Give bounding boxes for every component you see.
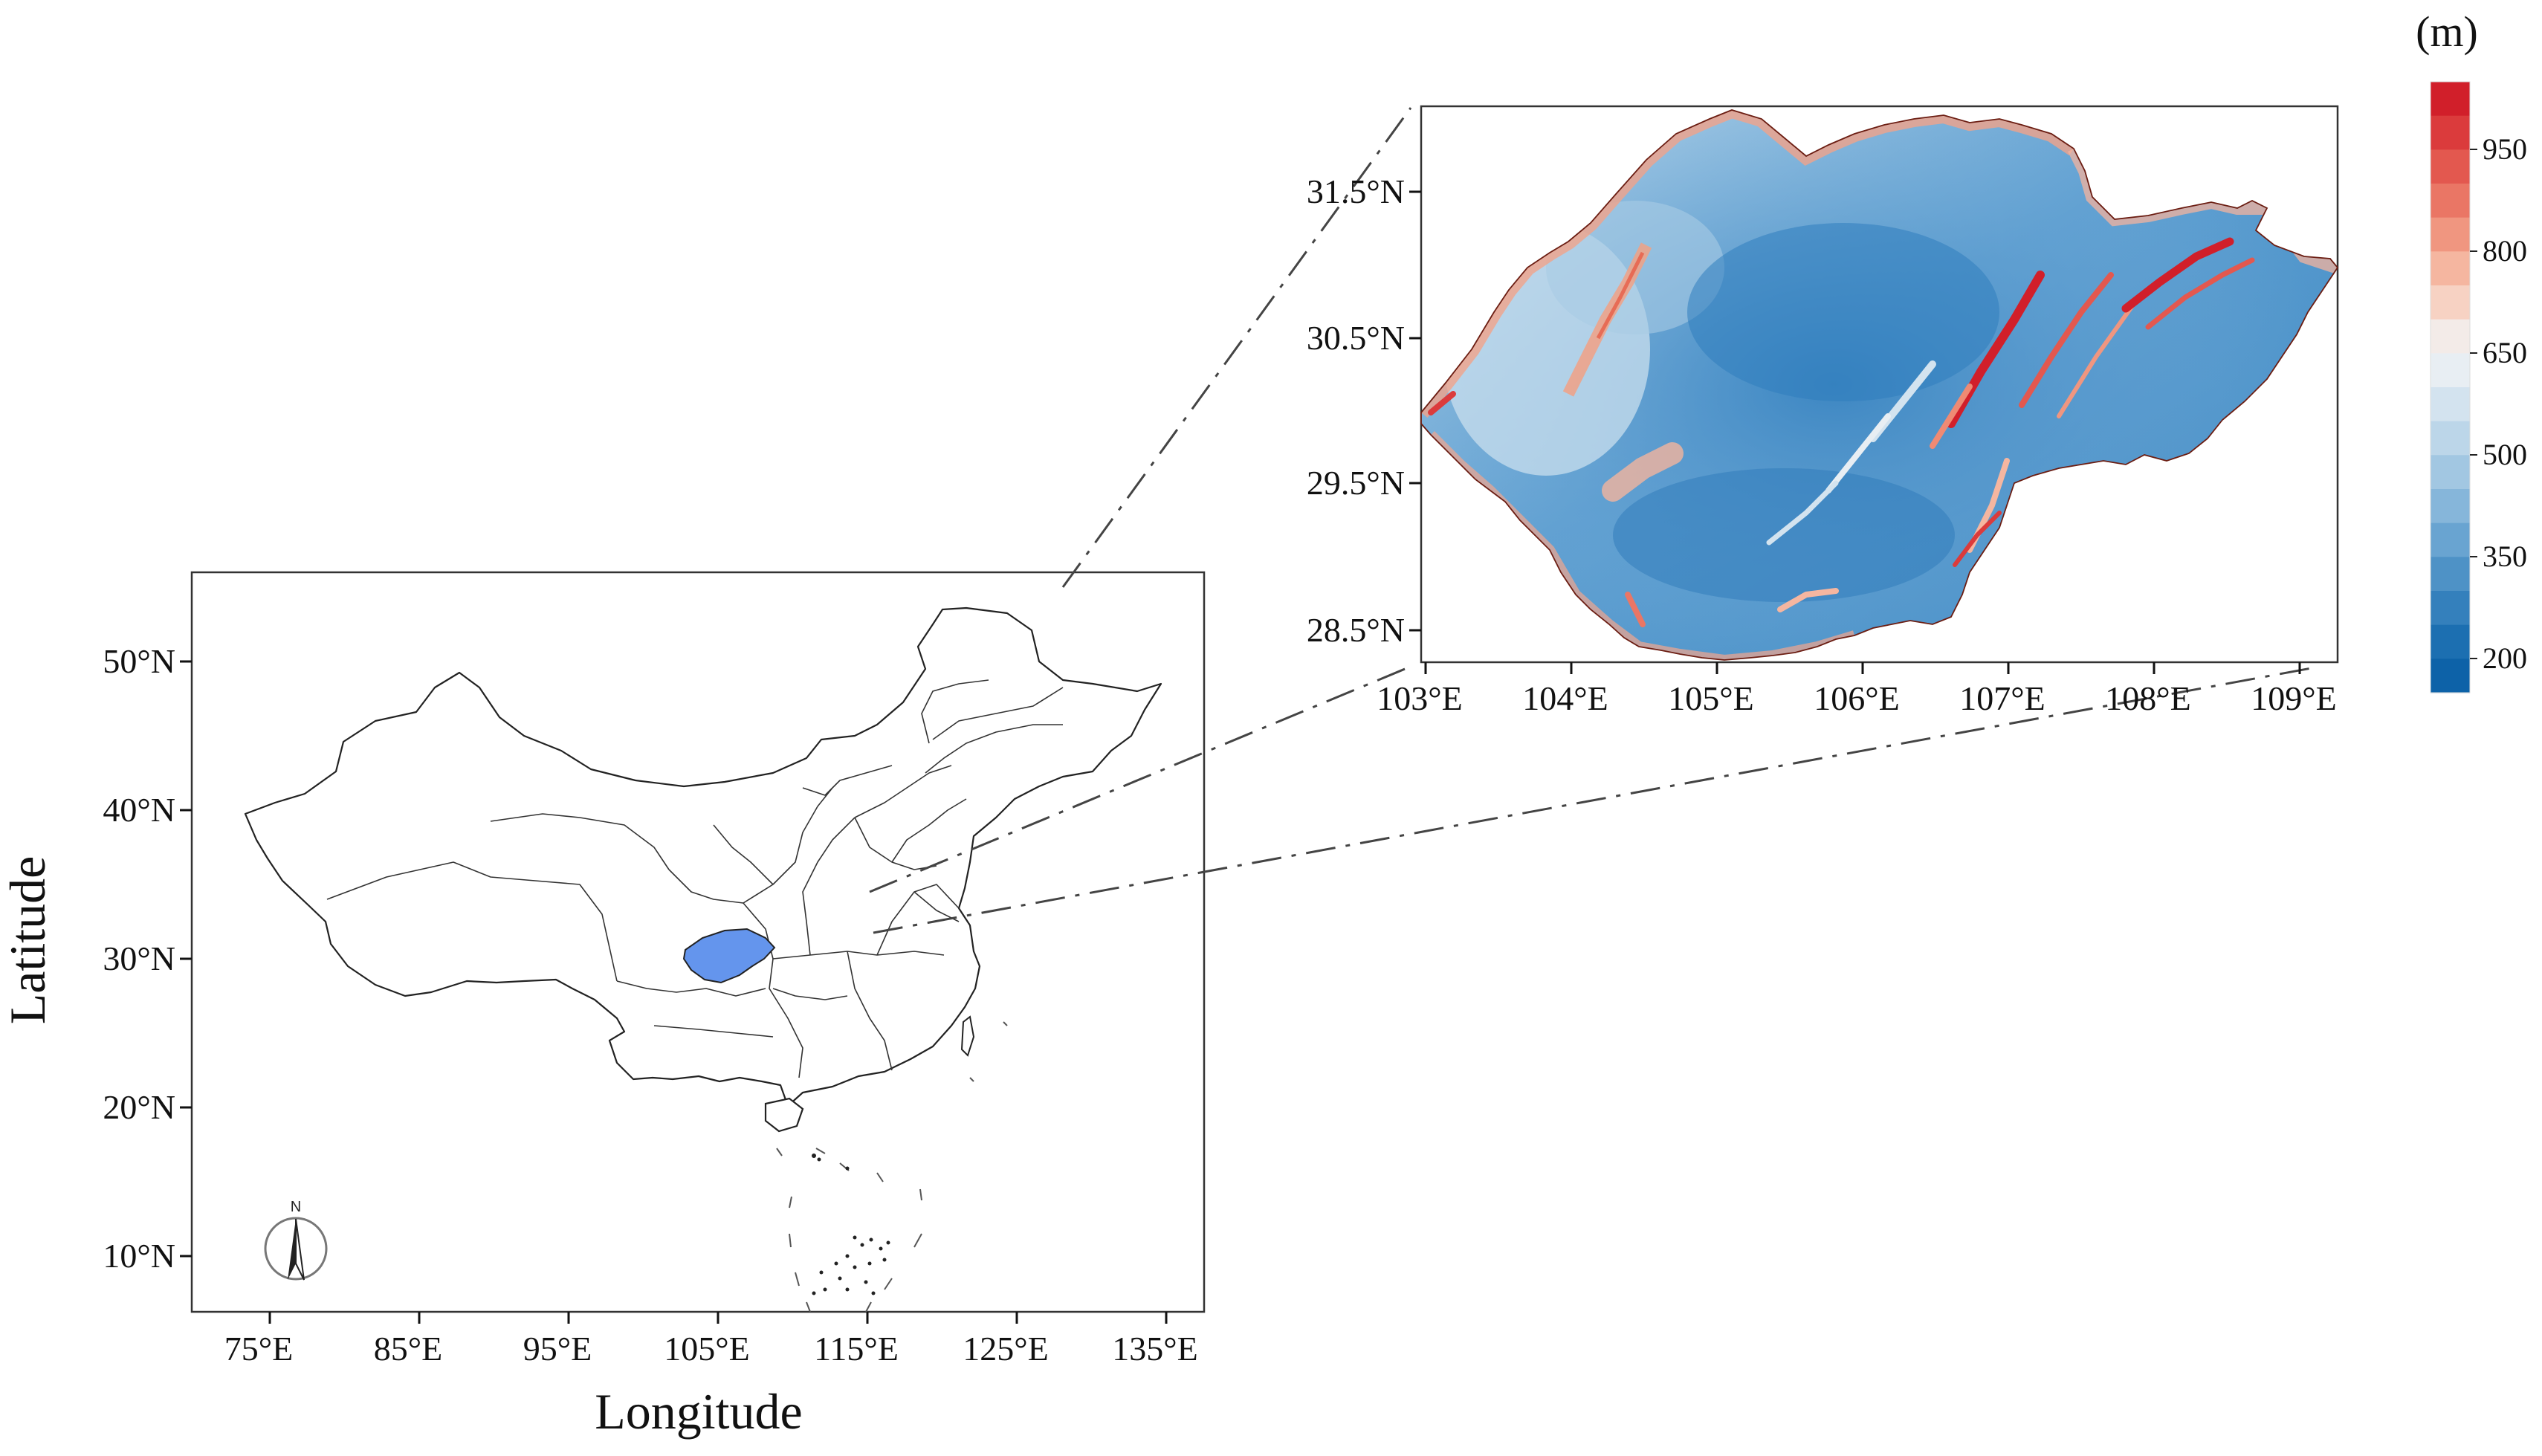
left-x-tick-label: 125°E (963, 1330, 1049, 1368)
left-map: 50°N 40°N 30°N 20°N 10°N 75°E 85°E 95°E … (0, 571, 1206, 1440)
colorbar-tick-label: 800 (2483, 234, 2527, 268)
inset-x-tick-label: 104°E (1522, 679, 1608, 717)
inset-y-tick-label: 29.5°N (1307, 464, 1405, 502)
colorbar-tick-label: 650 (2483, 336, 2527, 369)
inset-map: 31.5°N 30.5°N 29.5°N 28.5°N 103°E 104°E … (1307, 105, 2339, 717)
compass-needle-dark (288, 1219, 296, 1280)
zoom-connector-lines (869, 107, 2316, 934)
colorbar-bin (2431, 489, 2470, 524)
x-axis-title: Longitude (595, 1383, 803, 1440)
connector-bottom-left (869, 666, 1409, 893)
inset-x-tick-label: 107°E (1959, 679, 2045, 717)
left-y-tick-label: 40°N (103, 791, 175, 829)
connector-bottom-right (873, 666, 2316, 934)
inset-x-tick-label: 103°E (1377, 679, 1463, 717)
small-islands (812, 1154, 890, 1295)
left-y-tick-label: 10°N (103, 1237, 175, 1275)
left-x-tick-label: 95°E (523, 1330, 592, 1368)
colorbar-tick-label: 950 (2483, 132, 2527, 166)
inset-y-ticks (1409, 190, 1421, 632)
inset-x-ticks (1424, 662, 2301, 674)
inset-x-tick-label: 105°E (1668, 679, 1754, 717)
connector-top-left (1061, 107, 1412, 588)
colorbar-bin (2431, 624, 2470, 659)
inset-x-tick-label: 106°E (1814, 679, 1900, 717)
colorbar-unit: (m) (2416, 7, 2478, 56)
left-map-y-ticks (180, 660, 192, 1258)
north-arrow: N (264, 1199, 328, 1281)
south-china-sea-lines (776, 1021, 1008, 1313)
colorbar-bin (2431, 353, 2470, 388)
taiwan-island (960, 1015, 975, 1057)
compass-label: N (291, 1199, 301, 1215)
inset-y-tick-label: 28.5°N (1307, 611, 1405, 649)
colorbar-bin (2431, 421, 2470, 456)
inset-map-frame (1420, 105, 2339, 664)
colorbar-bin (2431, 217, 2470, 252)
china-outline (244, 606, 1162, 1107)
colorbar-bin (2431, 591, 2470, 626)
compass-needle-light (295, 1218, 305, 1281)
colorbar-bin (2431, 251, 2470, 286)
colorbar-bin (2431, 149, 2470, 184)
left-x-tick-label: 85°E (374, 1330, 443, 1368)
colorbar-frame (2430, 81, 2471, 693)
left-y-tick-label: 20°N (103, 1088, 175, 1126)
left-x-tick-label: 135°E (1112, 1330, 1198, 1368)
left-map-x-ticks (268, 1312, 1168, 1324)
inset-y-tick-label: 31.5°N (1307, 172, 1405, 210)
study-region-highlight (682, 928, 776, 984)
colorbar-tick-label: 500 (2483, 438, 2527, 471)
left-x-tick-label: 105°E (664, 1330, 750, 1368)
colorbar-tick-label: 350 (2483, 540, 2527, 573)
colorbar-bin (2431, 184, 2470, 219)
colorbar-bin (2431, 285, 2470, 320)
left-map-frame (190, 571, 1206, 1313)
basin-outline (1420, 109, 2339, 661)
province-boundaries (326, 679, 1064, 1078)
inset-x-tick-label: 108°E (2105, 679, 2191, 717)
inset-y-tick-label: 30.5°N (1307, 319, 1405, 357)
colorbar-bin (2431, 659, 2470, 693)
colorbar-bin (2431, 387, 2470, 422)
colorbar-bin (2431, 115, 2470, 150)
colorbar-tick-marks (2470, 149, 2477, 659)
sichuan-basin-terrain (1421, 110, 2338, 660)
compass-circle (264, 1217, 328, 1281)
left-y-tick-label: 30°N (103, 939, 175, 977)
inset-x-tick-label: 109°E (2251, 679, 2337, 717)
colorbar-bin (2431, 522, 2470, 557)
colorbar-bin (2431, 319, 2470, 354)
colorbar-bin (2431, 455, 2470, 490)
colorbar-bin (2431, 82, 2470, 117)
hainan-island (764, 1097, 804, 1133)
colorbar-bin (2431, 557, 2470, 592)
colorbar-bins (2431, 82, 2470, 693)
left-x-tick-label: 75°E (224, 1330, 294, 1368)
left-y-tick-label: 50°N (103, 642, 175, 680)
colorbar-tick-label: 200 (2483, 641, 2527, 675)
colorbar: (m) 950 800 650 500 350 200 (2416, 7, 2527, 693)
left-x-tick-label: 115°E (814, 1330, 899, 1368)
y-axis-title: Latitude (0, 856, 56, 1025)
